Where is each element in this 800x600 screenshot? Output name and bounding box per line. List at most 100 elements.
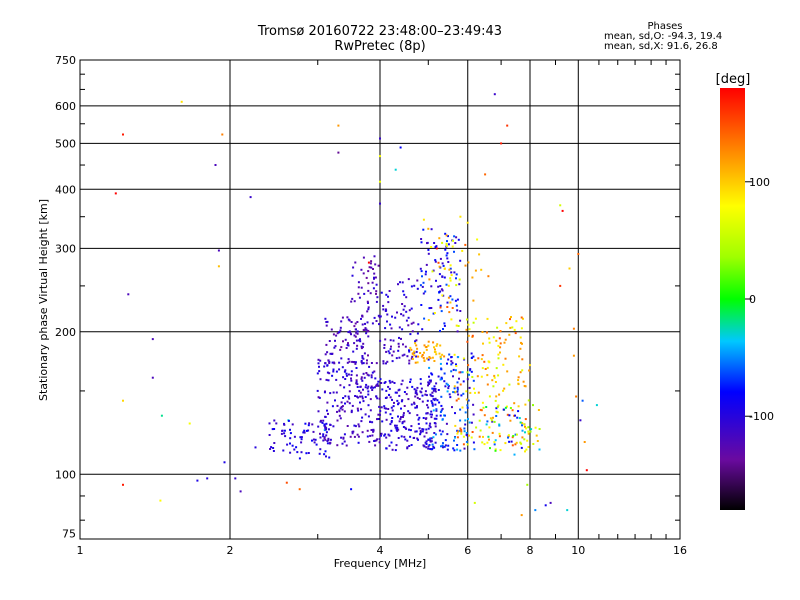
data-point xyxy=(420,304,423,306)
data-point xyxy=(323,423,326,426)
data-point xyxy=(411,385,414,388)
data-point xyxy=(447,387,450,390)
x-tick-label: 2 xyxy=(227,544,234,557)
data-point xyxy=(549,501,552,504)
data-point xyxy=(300,436,303,439)
data-point xyxy=(517,410,520,413)
data-point xyxy=(438,273,441,276)
data-point xyxy=(328,340,331,342)
data-point xyxy=(430,228,433,231)
data-point xyxy=(486,420,489,423)
data-point xyxy=(363,352,366,355)
data-point xyxy=(422,356,425,359)
data-point xyxy=(509,419,512,422)
data-point xyxy=(447,261,450,263)
data-point xyxy=(440,409,443,412)
data-point xyxy=(452,239,454,242)
data-point xyxy=(422,228,425,231)
data-point xyxy=(324,438,327,441)
data-point xyxy=(400,416,402,419)
data-point xyxy=(413,388,416,391)
data-point xyxy=(398,356,401,359)
data-point xyxy=(400,400,403,403)
data-point xyxy=(338,368,341,371)
data-point xyxy=(463,430,466,433)
data-point xyxy=(330,353,333,355)
data-point xyxy=(357,292,360,295)
data-point xyxy=(329,352,332,355)
data-point xyxy=(323,437,326,440)
data-point xyxy=(416,414,419,417)
data-point xyxy=(389,348,392,351)
data-point xyxy=(417,323,420,326)
data-point xyxy=(430,372,433,375)
data-point xyxy=(425,270,427,273)
data-point xyxy=(443,445,446,448)
data-point xyxy=(456,386,459,389)
data-point xyxy=(401,354,404,357)
data-point xyxy=(367,282,370,285)
data-point xyxy=(527,446,530,448)
data-point xyxy=(499,449,502,452)
data-point xyxy=(454,299,457,302)
data-point xyxy=(441,377,443,380)
data-point xyxy=(524,418,527,421)
data-point xyxy=(351,274,354,277)
data-point xyxy=(370,260,373,263)
data-point xyxy=(307,424,310,427)
data-point xyxy=(413,402,416,405)
y-tick-label: 75 xyxy=(62,527,76,540)
data-point xyxy=(355,382,358,385)
data-point xyxy=(487,275,490,278)
data-point xyxy=(332,361,335,364)
data-point xyxy=(488,337,491,340)
data-point xyxy=(424,441,427,444)
data-point xyxy=(413,401,416,404)
data-point xyxy=(497,374,500,377)
data-point xyxy=(493,420,496,423)
data-point xyxy=(400,337,402,340)
data-point xyxy=(410,444,413,446)
data-point xyxy=(280,432,283,435)
data-point xyxy=(374,276,377,279)
data-point xyxy=(536,440,539,442)
data-point xyxy=(114,192,117,195)
data-point xyxy=(488,361,491,364)
data-point xyxy=(373,272,376,275)
data-point xyxy=(402,343,404,346)
data-point xyxy=(478,419,481,422)
data-point xyxy=(384,381,387,383)
data-point xyxy=(455,363,457,366)
data-point xyxy=(336,444,339,447)
data-point xyxy=(401,379,404,382)
data-point xyxy=(478,435,481,438)
data-point xyxy=(472,379,475,382)
data-point xyxy=(419,352,422,354)
data-point xyxy=(344,378,347,380)
data-point xyxy=(361,379,364,382)
data-point xyxy=(386,360,389,363)
data-point xyxy=(446,257,449,260)
data-point xyxy=(473,501,476,504)
data-point xyxy=(498,432,501,435)
data-point xyxy=(521,369,524,372)
data-point xyxy=(362,256,365,259)
data-point xyxy=(379,410,382,412)
data-point xyxy=(367,354,369,357)
data-point xyxy=(447,284,450,287)
data-point xyxy=(350,370,353,373)
data-point xyxy=(518,355,521,358)
data-point xyxy=(398,388,401,391)
data-point xyxy=(439,329,441,332)
data-point xyxy=(354,361,357,364)
data-point xyxy=(405,427,408,430)
data-point xyxy=(427,358,430,361)
data-point xyxy=(343,370,346,373)
data-point xyxy=(508,333,511,336)
data-point xyxy=(312,430,315,433)
data-point xyxy=(367,374,370,377)
data-point xyxy=(359,395,362,398)
data-point xyxy=(340,401,343,404)
data-point xyxy=(441,241,444,244)
data-point xyxy=(410,348,413,351)
